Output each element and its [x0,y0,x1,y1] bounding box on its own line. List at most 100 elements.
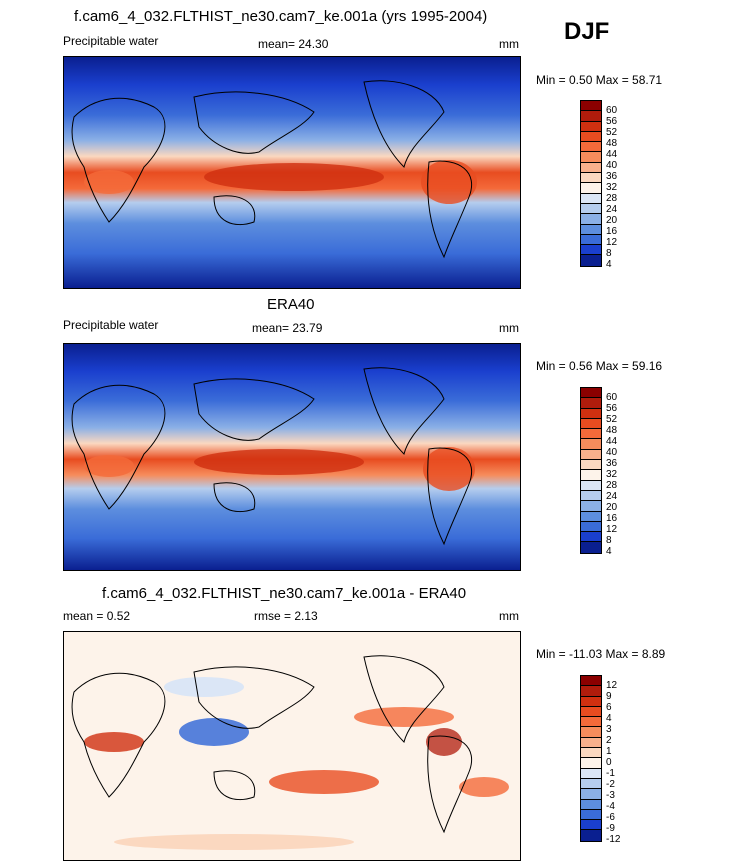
panel3-colorbar-swatch [581,799,601,810]
panel3-tick: 2 [606,735,612,746]
panel1-tick: 44 [606,149,618,160]
panel1-warm-pool [204,163,384,191]
panel1-tick: 24 [606,204,618,215]
panel3-colorbar-swatch [581,717,601,728]
panel3-colorbar-swatch [581,748,601,759]
panel3-colorbar [580,675,602,842]
panel3-tick: 0 [606,757,612,768]
panel1-colorbar-swatch [581,214,601,225]
panel2-colorbar-swatch [581,490,601,502]
panel1-colorbar-swatch [581,121,601,132]
panel3-anomaly [114,834,354,850]
panel3-units-label: mm [499,609,519,623]
panel2-coastlines [71,367,473,546]
panel1-colorbar-swatch [581,234,601,246]
panel3-tick: -2 [606,779,615,790]
panel1-map [63,56,521,289]
panel3-tick: -12 [606,834,621,845]
panel1-colorbar-swatch [581,111,601,122]
panel3-tick: 12 [606,680,618,691]
panel2-tick: 52 [606,414,618,425]
panel2-colorbar-swatch [581,511,601,522]
panel1-colorbar-swatch [581,142,601,153]
panel3-map [63,631,521,861]
panel2-minmax-label: Min = 0.56 Max = 59.16 [536,359,663,373]
panel2-colorbar-swatch [581,542,601,553]
panel3-colorbar-swatch [581,737,601,749]
panel1-tick: 8 [606,248,612,259]
panel3-colorbar-swatch [581,696,601,707]
season-label: DJF [564,18,610,45]
panel1-tick: 12 [606,237,618,248]
panel2-tick: 40 [606,447,618,458]
panel3-colorbar-swatch [581,789,601,800]
panel3-anomaly [164,677,244,697]
panel1-colorbar-swatch [581,193,601,204]
panel1-coastlines [71,80,473,259]
panel1-tick: 4 [606,259,612,270]
panel1-colorbar [580,100,602,267]
panel3-tick: -1 [606,768,615,779]
panel1-colorbar-swatch [581,131,601,143]
panel2-title: ERA40 [267,296,315,313]
panel1-amazon [421,160,477,204]
panel2-colorbar-swatch [581,398,601,409]
panel1-colorbar-swatch [581,162,601,174]
panel3-colorbar-swatch [581,809,601,821]
panel3-colorbar-swatch [581,820,601,831]
panel2-tick: 44 [606,436,618,447]
panel3-tick: 6 [606,702,612,713]
panel3-coastlines [71,655,473,834]
panel1-colorbar-swatch [581,203,601,215]
panel2-map [63,343,521,571]
panel3-tick: -3 [606,790,615,801]
panel3-colorbar-swatch [581,758,601,769]
panel3-rmse-label: rmse = 2.13 [254,609,318,623]
panel1-africa [84,170,134,194]
panel1-colorbar-swatch [581,224,601,235]
panel1-tick: 20 [606,215,618,226]
panel2-variable-label: Precipitable water [63,318,159,332]
panel3-anomaly [84,732,144,752]
panel2-tick: 36 [606,458,618,469]
panel3-colorbar-swatch [581,706,601,718]
panel3-anomaly [426,728,462,756]
panel2-tick: 28 [606,480,618,491]
panel1-colorbar-swatch [581,183,601,194]
panel1-tick: 52 [606,127,618,138]
panel3-anomaly [269,770,379,794]
panel2-colorbar-swatch [581,429,601,440]
panel2-tick: 16 [606,513,618,524]
panel2-tick: 56 [606,403,618,414]
panel2-tick: 32 [606,469,618,480]
panel1-units-label: mm [499,37,519,51]
panel3-tick: 9 [606,691,612,702]
panel2-colorbar-swatch [581,521,601,533]
panel3-tick: 1 [606,746,612,757]
panel2-tick: 60 [606,392,618,403]
panel2-tick: 4 [606,546,612,557]
panel3-anomaly [354,707,454,727]
panel2-colorbar-swatch [581,418,601,430]
panel1-tick: 48 [606,138,618,149]
panel3-tick: -4 [606,801,615,812]
panel1-title: f.cam6_4_032.FLTHIST_ne30.cam7_ke.001a (… [74,8,488,25]
panel3-minmax-label: Min = -11.03 Max = 8.89 [536,647,666,661]
panel3-tick: -6 [606,812,615,823]
panel2-colorbar-swatch [581,470,601,481]
panel2-tick: 8 [606,535,612,546]
panel1-colorbar-swatch [581,152,601,163]
panel2-colorbar-swatch [581,388,601,399]
panel3-colorbar-swatch [581,676,601,687]
panel3-anomaly [179,718,249,746]
panel1-colorbar-swatch [581,255,601,266]
panel3-colorbar-swatch [581,686,601,697]
panel2-colorbar-swatch [581,480,601,491]
panel1-variable-label: Precipitable water [63,34,159,48]
panel2-tick: 12 [606,524,618,535]
panel2-colorbar [580,387,602,554]
panel2-colorbar-swatch [581,460,601,471]
panel2-units-label: mm [499,321,519,335]
panel2-colorbar-swatch [581,439,601,450]
panel3-colorbar-swatch [581,727,601,738]
